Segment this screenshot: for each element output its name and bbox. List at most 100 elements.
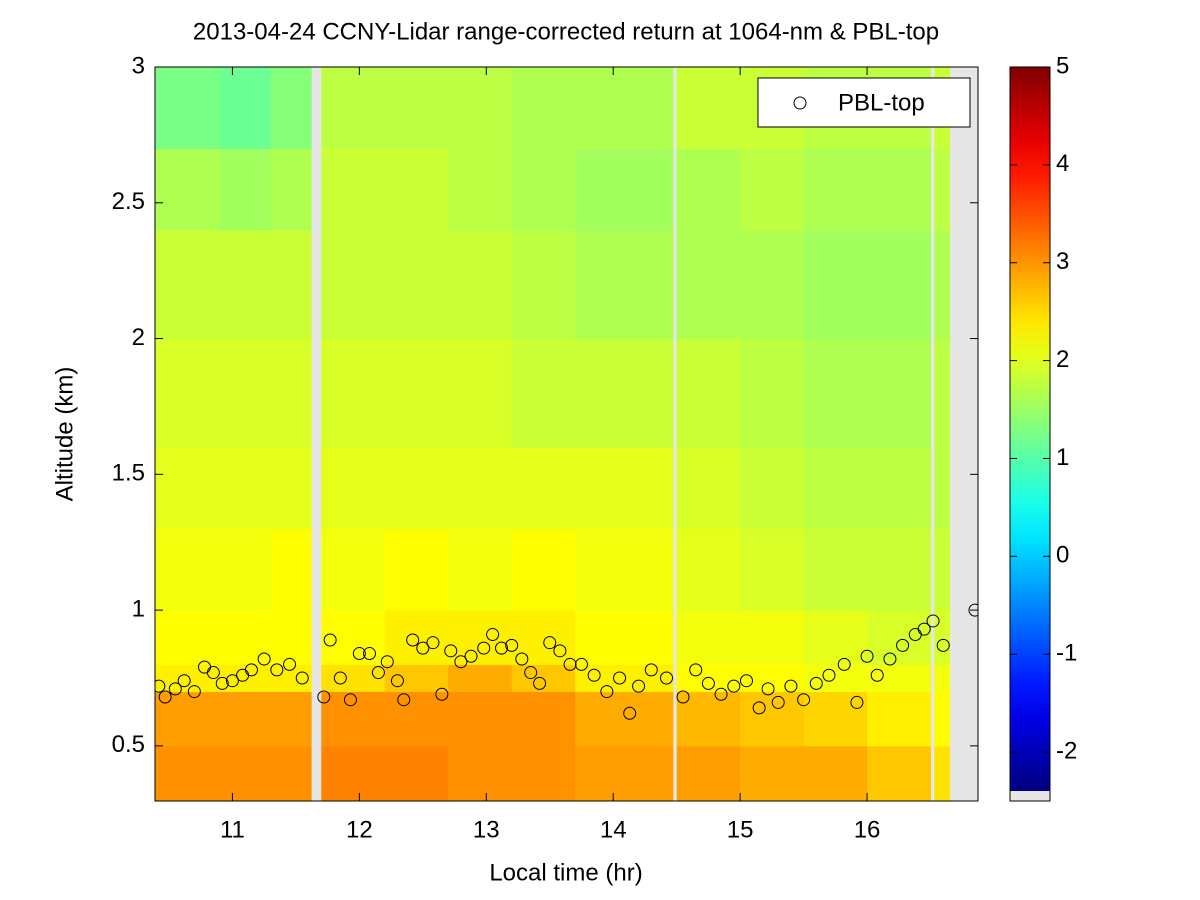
heatmap-cell xyxy=(867,745,932,801)
colorbar-tick-label: 5 xyxy=(1056,52,1069,79)
heatmap-cell xyxy=(575,148,674,231)
heatmap-cell xyxy=(219,610,272,665)
heatmap-cell xyxy=(219,691,272,747)
pbl-point xyxy=(896,638,910,652)
heatmap-cell xyxy=(384,745,449,801)
heatmap-cell xyxy=(321,338,386,448)
pbl-point xyxy=(283,657,297,671)
pbl-point xyxy=(244,663,258,677)
pbl-point xyxy=(225,674,239,688)
heatmap-cell xyxy=(384,338,449,448)
heatmap-cell xyxy=(321,229,386,340)
pbl-point xyxy=(752,701,766,715)
heatmap-cell xyxy=(384,528,449,611)
heatmap-cell xyxy=(934,664,951,693)
heatmap-cell xyxy=(155,229,221,340)
heatmap-cell xyxy=(934,528,951,611)
heatmap-cell xyxy=(803,528,868,611)
heatmap-cell xyxy=(155,447,221,530)
heatmap-cell xyxy=(740,229,805,340)
heatmap-cell xyxy=(270,664,312,693)
heatmap-cell xyxy=(511,338,576,448)
heatmap-cell xyxy=(155,528,221,611)
heatmap-cell xyxy=(934,148,951,231)
heatmap-cell xyxy=(219,528,272,611)
legend-label: PBL-top xyxy=(838,89,925,116)
heatmap-cell xyxy=(270,691,312,747)
heatmap-cell xyxy=(270,528,312,611)
heatmap-cell xyxy=(384,691,449,747)
pbl-point xyxy=(416,641,430,655)
pbl-point xyxy=(333,671,347,685)
legend-box xyxy=(757,77,971,128)
pbl-point xyxy=(454,655,468,669)
pbl-point xyxy=(352,647,366,661)
heatmap-cell xyxy=(803,338,868,448)
pbl-point xyxy=(727,679,741,693)
heatmap-cell xyxy=(575,229,674,340)
pbl-point xyxy=(524,666,538,680)
x-tick-label: 15 xyxy=(727,816,754,843)
pbl-point xyxy=(623,706,637,720)
pbl-point xyxy=(797,693,811,707)
pbl-point xyxy=(926,614,940,628)
pbl-point xyxy=(295,671,309,685)
heatmap-cell xyxy=(511,447,576,530)
pbl-point xyxy=(870,668,884,682)
heatmap-cell xyxy=(867,610,932,665)
heatmap-cell xyxy=(384,148,449,231)
pbl-point xyxy=(644,663,658,677)
heatmap-cell xyxy=(448,148,513,231)
heatmap-cell xyxy=(676,691,741,747)
heatmap-cell xyxy=(803,447,868,530)
heatmap-cell xyxy=(219,447,272,530)
colorbar-tick-label: 1 xyxy=(1056,444,1069,471)
pbl-point xyxy=(660,671,674,685)
pbl-point xyxy=(206,666,220,680)
pbl-point xyxy=(435,687,449,701)
heatmap-cell xyxy=(155,67,221,149)
x-tick-label: 13 xyxy=(473,816,500,843)
heatmap-cell xyxy=(448,338,513,448)
y-tick-label: 2.5 xyxy=(112,188,145,215)
pbl-point xyxy=(574,657,588,671)
heatmap-cell xyxy=(511,67,576,149)
heatmap-cell xyxy=(321,67,386,149)
x-axis-label: Local time (hr) xyxy=(489,859,642,886)
heatmap-cell xyxy=(803,745,868,801)
heatmap-cell xyxy=(448,528,513,611)
heatmap-cell xyxy=(740,447,805,530)
heatmap-cell xyxy=(270,148,312,231)
heatmap-cell xyxy=(511,528,576,611)
heatmap-cell xyxy=(511,229,576,340)
heatmap-cell xyxy=(511,148,576,231)
heatmap-cell xyxy=(575,610,674,665)
heatmap-cell xyxy=(384,67,449,149)
pbl-point xyxy=(155,679,166,693)
pbl-point xyxy=(968,603,978,617)
heatmap-cell xyxy=(321,691,386,747)
heatmap-cell xyxy=(321,664,386,693)
x-tick-label: 16 xyxy=(854,816,881,843)
heatmap-cell xyxy=(270,447,312,530)
heatmap-cell xyxy=(740,148,805,231)
heatmap-cell xyxy=(676,148,741,231)
heatmap-cell xyxy=(575,338,674,448)
heatmap-cell xyxy=(270,338,312,448)
heatmap-cell xyxy=(867,664,932,693)
heatmap-cell xyxy=(934,229,951,340)
heatmap-cell xyxy=(575,67,674,149)
pbl-point xyxy=(505,638,519,652)
heatmap-cell xyxy=(867,338,932,448)
heatmap-cell xyxy=(448,664,513,693)
heatmap-cell xyxy=(155,745,221,801)
pbl-point xyxy=(390,674,404,688)
pbl-point xyxy=(632,679,646,693)
heatmap-cell xyxy=(270,229,312,340)
heatmap-cell xyxy=(384,610,449,665)
colorbar xyxy=(1010,67,1050,791)
heatmap-cell xyxy=(867,447,932,530)
heatmap-cell xyxy=(676,447,741,530)
heatmap-cell xyxy=(740,610,805,665)
scatter xyxy=(155,603,978,720)
